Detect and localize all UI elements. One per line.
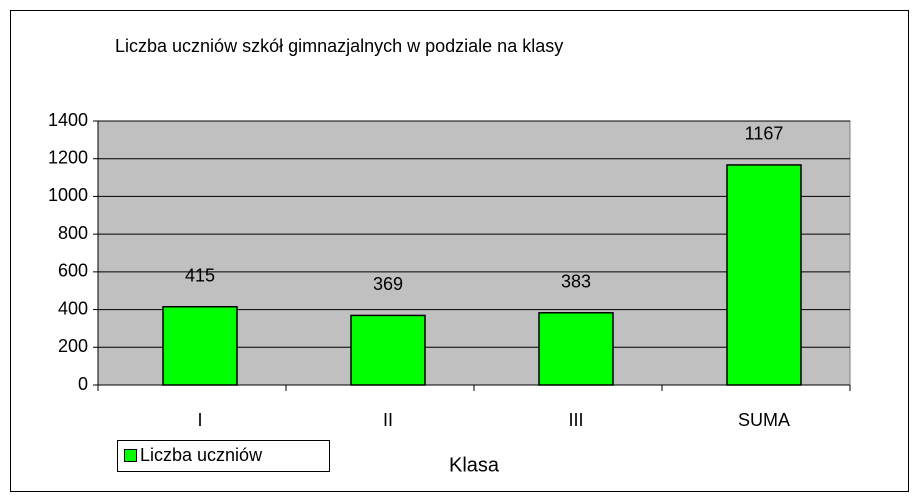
bar <box>538 312 614 386</box>
data-label: 383 <box>561 272 591 292</box>
x-tick-label: I <box>197 410 202 430</box>
bar <box>162 305 238 386</box>
x-tick-label: II <box>383 410 393 430</box>
y-tick-label: 1000 <box>48 185 88 205</box>
y-tick-label: 1400 <box>48 110 88 130</box>
x-tick-label: III <box>568 410 583 430</box>
data-label: 369 <box>373 274 403 294</box>
data-label: 1167 <box>745 124 784 144</box>
bar <box>350 314 426 386</box>
bar <box>726 164 802 386</box>
data-label: 415 <box>185 265 215 285</box>
legend-label: Liczba uczniów <box>140 445 263 465</box>
y-tick-label: 800 <box>58 223 88 243</box>
y-tick-label: 1200 <box>48 147 88 167</box>
x-axis-label: Klasa <box>449 454 500 476</box>
y-tick-label: 200 <box>58 336 88 356</box>
legend-swatch <box>124 449 137 462</box>
y-tick-label: 400 <box>58 298 88 318</box>
legend-box <box>117 440 330 472</box>
y-tick-label: 600 <box>58 261 88 281</box>
chart-title: Liczba uczniów szkół gimnazjalnych w pod… <box>115 36 563 56</box>
x-tick-label: SUMA <box>738 410 790 430</box>
y-tick-label: 0 <box>78 374 88 394</box>
